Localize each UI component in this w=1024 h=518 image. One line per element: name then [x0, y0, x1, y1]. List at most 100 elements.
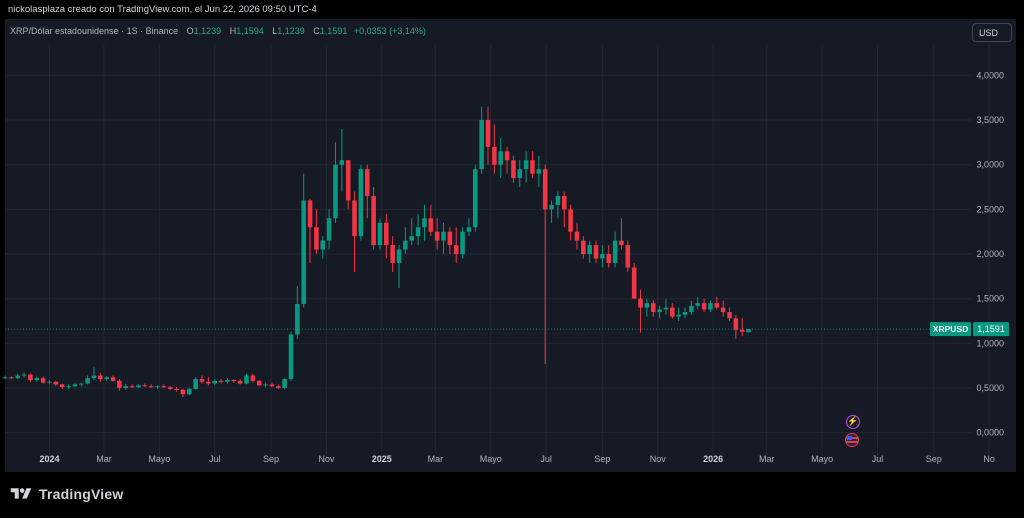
candle-body: [199, 379, 205, 382]
chart-frame: [5, 19, 1016, 472]
candle-body: [275, 386, 281, 389]
y-tick-label: 2,5000: [976, 204, 1004, 214]
candle-body: [28, 374, 33, 380]
candle-body: [670, 307, 675, 317]
candle-body: [682, 312, 688, 315]
candle-body: [511, 160, 516, 179]
symbol-title[interactable]: XRP/Dólar estadounidense · 1S · Binance: [10, 26, 179, 36]
candle-body: [689, 305, 694, 313]
candle-body: [593, 245, 599, 259]
lightning-event-icon[interactable]: ⚡: [846, 415, 860, 429]
x-tick-label: Jul: [872, 454, 884, 464]
candle-body: [326, 218, 332, 241]
candle-body: [53, 381, 59, 385]
candle-body: [256, 380, 262, 386]
candle-body: [136, 385, 141, 388]
tradingview-logo[interactable]: TradingView: [9, 486, 123, 502]
x-tick-label: Jul: [209, 454, 221, 464]
change-value: +0,0353 (+3,14%): [353, 26, 426, 36]
candle-body: [396, 249, 402, 263]
candle-body: [98, 375, 103, 380]
y-tick-label: 0,0000: [976, 428, 1004, 438]
y-tick-label: 1,0000: [976, 338, 1004, 348]
candle-body: [676, 314, 681, 317]
x-tick-label: 2024: [39, 454, 59, 464]
candle-body: [708, 303, 713, 310]
candle-body: [269, 384, 275, 387]
candle-body: [104, 377, 109, 380]
y-tick-label: 3,0000: [976, 160, 1004, 170]
candle-body: [441, 231, 446, 241]
candle-body: [66, 386, 71, 388]
x-tick-label: Jul: [540, 454, 552, 464]
candle-body: [345, 160, 351, 201]
candle-body: [606, 254, 612, 263]
candle-body: [225, 379, 230, 382]
candle-body: [479, 120, 484, 170]
candle-body: [377, 222, 383, 246]
candle-body: [720, 307, 726, 313]
candle-body: [466, 227, 472, 232]
candle-body: [536, 169, 542, 174]
x-tick-label: Nov: [318, 454, 335, 464]
last-price-label: 1,1591: [977, 324, 1005, 334]
candle-body: [428, 218, 434, 232]
low-label: L: [272, 26, 278, 36]
candle-body: [212, 380, 218, 384]
candle-body: [498, 151, 503, 165]
candle-body: [2, 377, 8, 379]
y-tick-label: 0,5000: [976, 383, 1004, 393]
candle-body: [746, 329, 751, 333]
candle-body: [244, 375, 249, 384]
candle-body: [364, 169, 370, 196]
candle-body: [447, 231, 453, 246]
candle-body: [180, 389, 186, 395]
x-tick-label: Sep: [926, 454, 942, 464]
candle-body: [34, 378, 40, 380]
candle-body: [358, 169, 364, 237]
currency-button[interactable]: USD: [972, 23, 1012, 42]
x-tick-label: Nov: [650, 454, 667, 464]
close-label: C: [313, 26, 320, 36]
candle-body: [218, 380, 224, 382]
y-tick-label: 3,5000: [976, 115, 1004, 125]
candle-body: [619, 240, 624, 246]
high-value: 1,1594: [236, 26, 264, 36]
candle-body: [492, 146, 497, 165]
us-flag-event-icon[interactable]: [845, 433, 859, 447]
candle-body: [282, 379, 287, 389]
candle-body: [301, 200, 306, 305]
candle-body: [542, 169, 548, 210]
candle-body: [523, 160, 529, 170]
candle-body: [295, 304, 300, 335]
candle-body: [530, 160, 535, 174]
candle-body: [21, 374, 27, 376]
candle-body: [415, 227, 421, 237]
candle-body: [384, 222, 389, 246]
tradingview-logo-icon: [10, 488, 32, 499]
symbol-price-tag: [930, 322, 971, 337]
candle-body: [117, 380, 122, 389]
x-tick-label: Mayo: [148, 454, 170, 464]
candle-body: [263, 384, 268, 386]
x-tick-label: Mar: [96, 454, 112, 464]
candle-body: [339, 160, 345, 165]
candle-body: [237, 380, 243, 384]
candle-body: [574, 231, 580, 241]
x-tick-label: Mayo: [811, 454, 833, 464]
x-tick-label: 2026: [703, 454, 723, 464]
candle-body: [47, 381, 52, 383]
candle-body: [434, 231, 440, 241]
candle-body: [371, 195, 376, 246]
candle-body: [161, 386, 167, 388]
candle-body: [568, 209, 573, 232]
candle-body: [714, 303, 720, 308]
candle-body: [206, 381, 211, 384]
x-tick-label: No: [983, 454, 995, 464]
candle-body: [657, 309, 662, 313]
candle-body: [333, 164, 338, 219]
candle-body: [625, 245, 631, 268]
candle-body: [453, 245, 459, 255]
candle-body: [733, 318, 739, 330]
